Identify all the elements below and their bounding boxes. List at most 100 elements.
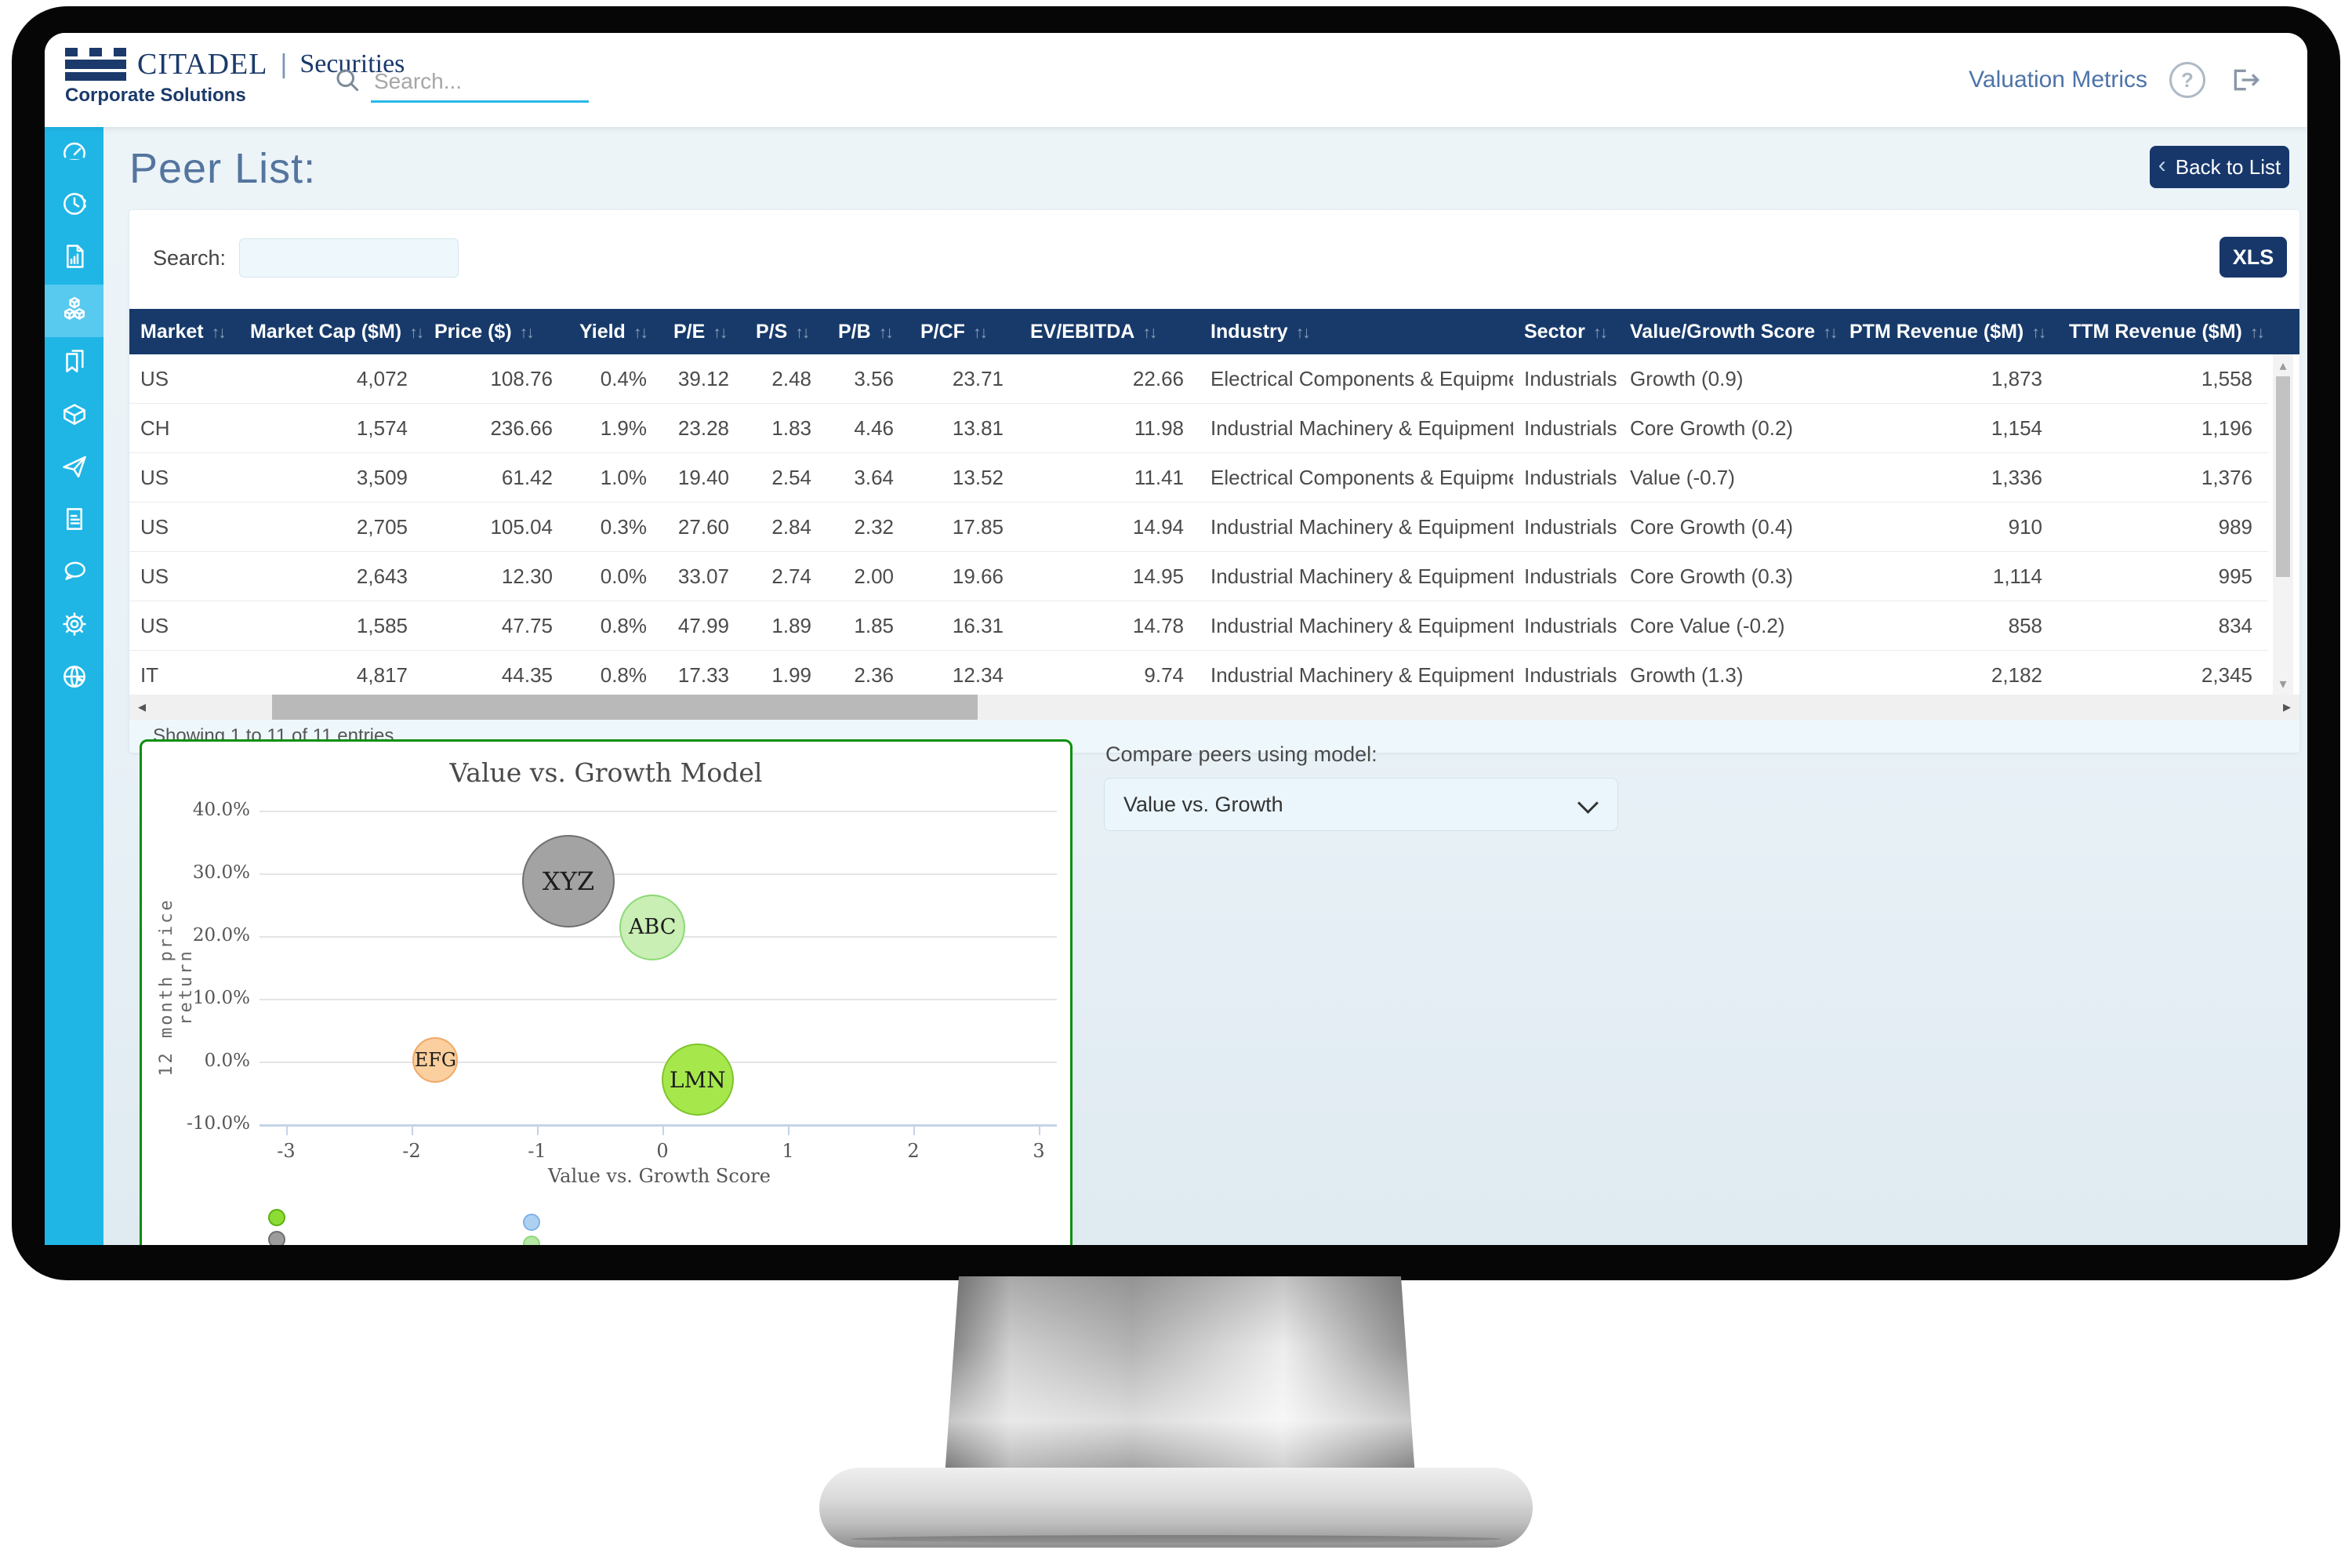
table-search-label: Search: (153, 246, 227, 270)
column-label: Value/Growth Score (1630, 320, 1816, 343)
horizontal-scroll-thumb[interactable] (272, 695, 978, 720)
vertical-scroll-thumb[interactable] (2276, 376, 2290, 577)
column-header[interactable]: Market ↑↓ (129, 309, 239, 354)
table-cell: 1.9% (568, 403, 662, 453)
sidebar-item-chat-bubble[interactable] (45, 547, 103, 600)
table-row[interactable]: CH 1,574 236.66 1.9% 23.28 1.83 4.46 13.81 11.98… (129, 403, 2268, 453)
sidebar-item-package-box[interactable] (45, 390, 103, 442)
table-row[interactable]: US 1,585 47.75 0.8% 47.99 1.89 1.85 16.31 14.78 I… (129, 601, 2268, 651)
table-search-input[interactable] (239, 238, 459, 278)
column-header[interactable]: PTM Revenue ($M) ↑↓ (1838, 309, 2058, 354)
sort-icon[interactable]: ↑↓ (2031, 323, 2046, 342)
table-row[interactable]: US 2,643 12.30 0.0% 33.07 2.74 2.00 19.66 14.95 I… (129, 551, 2268, 601)
sort-icon[interactable]: ↑↓ (409, 323, 423, 342)
column-header[interactable]: TTM Revenue ($M) ↑↓ (2058, 309, 2268, 354)
help-icon[interactable]: ? (2169, 62, 2205, 98)
peer-cubes-icon (60, 294, 89, 328)
table-cell: Industrials (1513, 650, 1619, 700)
table-cell: 108.76 (423, 354, 568, 404)
sort-icon[interactable]: ↑↓ (2249, 323, 2265, 342)
table-cell: Core Value (-0.2) (1619, 601, 1838, 651)
sidebar-item-report-chart[interactable] (45, 232, 103, 285)
column-header[interactable]: Market Cap ($M) ↑↓ (239, 309, 423, 354)
logout-icon[interactable] (2227, 64, 2262, 96)
table-row[interactable]: IT 4,817 44.35 0.8% 17.33 1.99 2.36 12.34 9.74 In… (129, 650, 2268, 700)
table-cell: 236.66 (423, 403, 568, 453)
sidebar-item-history-clock[interactable] (45, 180, 103, 232)
legend-dot[interactable] (268, 1231, 285, 1245)
column-header[interactable]: Price ($) ↑↓ (423, 309, 568, 354)
column-header[interactable]: EV/EBITDA ↑↓ (1019, 309, 1200, 354)
table-cell: 834 (2058, 601, 2268, 651)
table-cell: 1,558 (2058, 354, 2268, 404)
sidebar-item-settings-gear[interactable] (45, 600, 103, 652)
table-cell: 4,817 (239, 650, 423, 700)
table-row[interactable]: US 3,509 61.42 1.0% 19.40 2.54 3.64 13.52 11.41 E… (129, 452, 2268, 503)
bubble-XYZ[interactable]: XYZ (522, 834, 615, 927)
column-header[interactable]: Value/Growth Score ↑↓ (1619, 309, 1838, 354)
peer-table-card: Search: XLS Market ↑↓ Market Cap ($M) ↑↓ Pri… (129, 210, 2299, 753)
sort-icon[interactable]: ↑↓ (1142, 323, 1157, 342)
table-cell: 14.94 (1019, 502, 1200, 552)
column-header[interactable]: P/B ↑↓ (827, 309, 909, 354)
citadel-castle-logo-icon (65, 48, 126, 81)
sidebar-item-dashboard-gauge[interactable] (45, 127, 103, 180)
sidebar-item-bookmarks[interactable] (45, 337, 103, 390)
sort-icon[interactable]: ↑↓ (713, 323, 728, 342)
table-cell: 1.89 (745, 601, 827, 651)
sort-icon[interactable]: ↑↓ (519, 323, 535, 342)
sidebar-item-document[interactable] (45, 495, 103, 547)
table-cell: 2.74 (745, 551, 827, 601)
table-horizontal-scrollbar[interactable]: ◂ ▸ (129, 695, 2299, 720)
table-header-cap (2268, 309, 2299, 354)
scroll-down-icon[interactable]: ▾ (2279, 676, 2287, 691)
column-header[interactable]: P/S ↑↓ (745, 309, 827, 354)
table-cell: 3.64 (827, 452, 909, 503)
sort-icon[interactable]: ↑↓ (633, 323, 648, 342)
bubble-EFG[interactable]: EFG (412, 1036, 459, 1083)
table-cell: 12.34 (909, 650, 1019, 700)
scroll-right-icon[interactable]: ▸ (2282, 699, 2292, 716)
bubble-LMN[interactable]: LMN (661, 1044, 734, 1116)
sort-icon[interactable]: ↑↓ (1823, 323, 1838, 342)
global-search-input[interactable] (371, 67, 589, 103)
table-cell: 0.8% (568, 650, 662, 700)
sidebar-item-peer-cubes[interactable] (45, 285, 103, 337)
legend-dot[interactable] (268, 1209, 285, 1226)
table-cell: 2,643 (239, 551, 423, 601)
table-row[interactable]: US 2,705 105.04 0.3% 27.60 2.84 2.32 17.85 14.94… (129, 502, 2268, 552)
sidebar-item-globe[interactable] (45, 652, 103, 705)
back-to-list-button[interactable]: ‹ Back to List (2150, 146, 2289, 188)
column-label: Yield (579, 320, 626, 343)
sort-icon[interactable]: ↑↓ (1295, 323, 1311, 342)
column-header[interactable]: Sector ↑↓ (1513, 309, 1619, 354)
table-vertical-scrollbar[interactable]: ▴ ▾ (2273, 354, 2293, 695)
export-xls-button[interactable]: XLS (2220, 237, 2287, 278)
column-header[interactable]: P/CF ↑↓ (909, 309, 1019, 354)
table-row[interactable]: US 4,072 108.76 0.4% 39.12 2.48 3.56 23.71 22.66… (129, 354, 2268, 404)
sort-icon[interactable]: ↑↓ (795, 323, 810, 342)
column-header[interactable]: Yield ↑↓ (568, 309, 662, 354)
scroll-left-icon[interactable]: ◂ (137, 699, 147, 716)
sort-icon[interactable]: ↑↓ (211, 323, 227, 342)
table-cell: 910 (1838, 502, 2058, 552)
model-select-dropdown[interactable]: Value vs. Growth (1104, 778, 1618, 831)
y-tick-label: -10.0% (187, 1113, 250, 1134)
table-cell: US (129, 354, 239, 404)
bubble-ABC[interactable]: ABC (619, 894, 686, 960)
table-cell: 2.32 (827, 502, 909, 552)
sort-icon[interactable]: ↑↓ (1592, 323, 1608, 342)
peer-table: Market ↑↓ Market Cap ($M) ↑↓ Price ($) ↑↓ Yiel… (129, 309, 2268, 700)
scroll-up-icon[interactable]: ▴ (2279, 358, 2287, 373)
compare-model-label: Compare peers using model: (1105, 742, 1377, 766)
sidebar-item-send-plane[interactable] (45, 442, 103, 495)
column-header[interactable]: P/E ↑↓ (662, 309, 745, 354)
table-cell: US (129, 551, 239, 601)
sort-icon[interactable]: ↑↓ (878, 323, 894, 342)
legend-dot[interactable] (523, 1236, 540, 1245)
column-header[interactable]: Industry ↑↓ (1200, 309, 1513, 354)
sort-icon[interactable]: ↑↓ (972, 323, 988, 342)
table-cell: 14.78 (1019, 601, 1200, 651)
legend-dot[interactable] (523, 1214, 540, 1231)
